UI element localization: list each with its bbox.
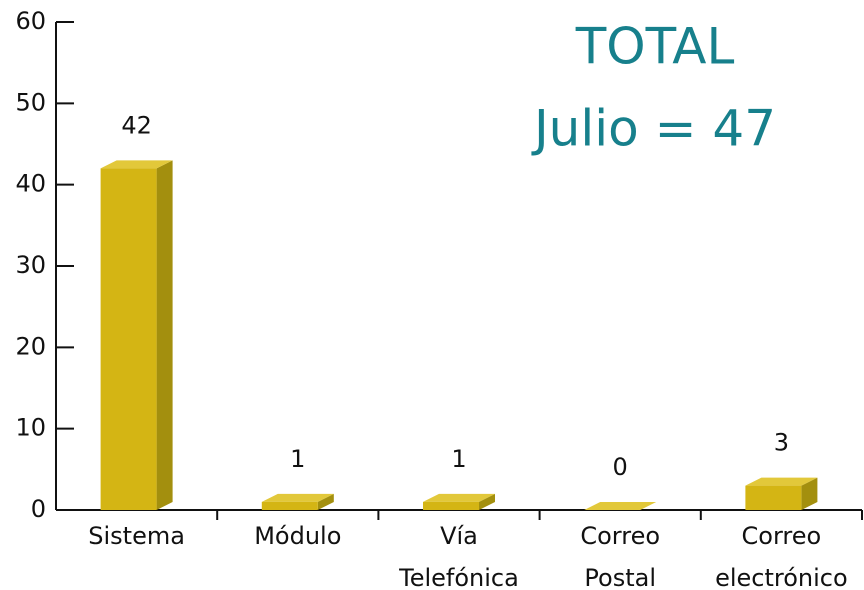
x-tick-label: Vía xyxy=(440,522,478,550)
bar xyxy=(423,493,495,510)
x-tick-label: Sistema xyxy=(88,522,185,550)
data-label: 1 xyxy=(290,445,305,473)
bar-side xyxy=(801,477,818,510)
bar-side xyxy=(317,493,334,510)
data-label: 3 xyxy=(774,429,789,457)
bar-front xyxy=(745,485,802,510)
y-tick-label: 30 xyxy=(15,251,46,279)
bar xyxy=(584,502,657,510)
x-tick-label: Correo xyxy=(742,522,822,550)
bar-front xyxy=(100,168,157,510)
y-tick-label: 10 xyxy=(15,414,46,442)
x-tick-label: Postal xyxy=(584,564,656,590)
bar xyxy=(100,160,173,510)
data-label: 1 xyxy=(451,445,466,473)
bar-top xyxy=(261,493,334,502)
y-tick-label: 50 xyxy=(15,88,46,116)
bar xyxy=(261,493,334,510)
data-label: 0 xyxy=(613,453,628,481)
bar-top xyxy=(584,502,657,510)
bar-top xyxy=(423,493,495,502)
annotation: Julio = 47 xyxy=(531,100,776,158)
x-tick-label: Módulo xyxy=(254,522,341,550)
bar xyxy=(745,477,818,510)
bar-front xyxy=(423,501,479,510)
x-tick-label: Correo xyxy=(580,522,660,550)
y-tick-label: 40 xyxy=(15,170,46,198)
x-tick-label: Telefónica xyxy=(398,564,519,590)
bar-top xyxy=(745,477,818,486)
y-tick-label: 0 xyxy=(31,495,46,523)
bar-side xyxy=(479,493,495,510)
bar-side xyxy=(156,160,173,510)
annotation: TOTAL xyxy=(575,18,735,76)
x-tick-label: electrónico xyxy=(715,564,848,590)
bar-top xyxy=(100,160,173,169)
y-tick-label: 20 xyxy=(15,332,46,360)
data-label: 42 xyxy=(121,111,152,139)
y-tick-label: 60 xyxy=(15,7,46,35)
bar-front xyxy=(261,501,318,510)
